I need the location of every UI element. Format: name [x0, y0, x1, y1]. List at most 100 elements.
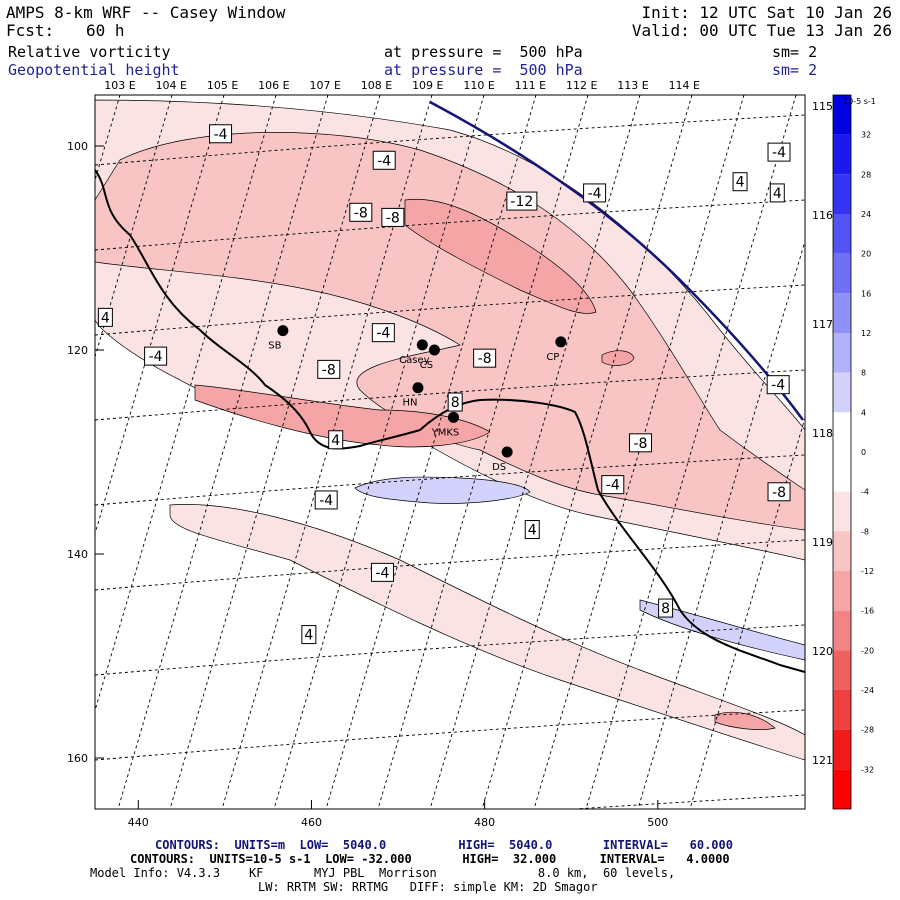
colorbar-tick-label: -32 — [861, 765, 874, 774]
meridian-line — [169, 95, 381, 809]
station-marker — [501, 446, 513, 458]
contour-label-box — [473, 348, 497, 368]
colorbar-swatch — [833, 293, 851, 333]
station-label: CP — [546, 352, 559, 363]
colorbar-unit: 10-5 s-1 — [843, 97, 876, 106]
colorbar-swatch — [833, 214, 851, 254]
contour-label-box — [601, 475, 625, 495]
contour-label: 4 — [736, 175, 745, 191]
colorbar-swatch — [833, 452, 851, 492]
contour-label: -4 — [319, 493, 333, 509]
contour-label-box — [767, 482, 791, 502]
vorticity-band-minus4-south — [169, 504, 805, 761]
contour-labels: -4 -4 -4 -4 4 4 -8 -8 -12 4 -4 -4 -8 -8 8 4 -8 -4 -4 -8 -4 4 -… — [97, 124, 791, 645]
contour-label: -8 — [386, 210, 400, 226]
contour-label: -4 — [606, 478, 620, 494]
longitude-label: 111 E — [515, 79, 546, 92]
geopotential-height-contour — [429, 100, 805, 421]
meridian-line — [585, 95, 797, 809]
colorbar-swatch — [833, 531, 851, 571]
contour-label: -4 — [214, 127, 228, 143]
colorbar-tick-label: -12 — [861, 567, 874, 576]
contour-label: 4 — [773, 186, 782, 202]
contour-label-box — [371, 323, 395, 343]
field2-smoothing: sm= 2 — [772, 61, 818, 79]
colorbar-swatch — [833, 610, 851, 651]
longitude-label: 107 E — [309, 79, 340, 92]
contour-label-box — [628, 433, 652, 453]
meridian-line — [325, 95, 537, 809]
contour-label: -4 — [772, 145, 786, 161]
station-marker — [447, 411, 459, 423]
station-marker — [416, 339, 428, 351]
colorbar-swatch — [833, 650, 851, 690]
x-tick-label: 480 — [474, 816, 495, 829]
station-marker — [277, 325, 289, 337]
longitude-label: 110 E — [463, 79, 494, 92]
plot-frame — [94, 94, 806, 810]
colorbar-tick-label: -28 — [861, 726, 874, 735]
meridian-line — [221, 95, 433, 809]
colorbar-tick-label: 20 — [861, 250, 871, 259]
contour-label: 4 — [304, 628, 313, 644]
vorticity-positive-patch — [354, 476, 531, 504]
contour-label-box — [767, 142, 791, 162]
parallel-line — [95, 624, 805, 676]
contour-label-box — [583, 183, 607, 203]
contour-label-box — [524, 520, 540, 540]
contour-label: -8 — [322, 362, 336, 378]
meridian-line — [481, 95, 693, 809]
contour-label: 4 — [331, 433, 340, 449]
init-time: Init: 12 UTC Sat 10 Jan 26 — [641, 3, 892, 22]
station-label: CS — [420, 360, 433, 371]
colorbar-tick-label: 4 — [861, 408, 866, 417]
contour-label: -4 — [376, 326, 390, 342]
longitude-label: 113 E — [617, 79, 648, 92]
parallel-line — [95, 539, 805, 591]
contour-label-box — [372, 150, 396, 170]
contour-label: -4 — [771, 378, 785, 394]
contour-label-box — [381, 207, 405, 227]
colorbar-swatch — [833, 95, 851, 135]
contour-label: -8 — [354, 205, 368, 221]
longitude-labels-top: 103 E 104 E 105 E 106 E 107 E 108 E 109 E 110 E… — [104, 79, 700, 92]
contour-label: 8 — [661, 601, 670, 617]
colorbar-legend: 32 28 24 20 16 12 8 4 0 -4 -8 -12 -16 -20 -24 -28 -32 — [832, 94, 874, 810]
longitude-label: 108 E — [361, 79, 392, 92]
contour-label-box — [314, 490, 338, 510]
meridian-line — [95, 95, 225, 536]
colorbar-tick-label: -4 — [861, 488, 869, 497]
valid-time: Valid: 00 UTC Tue 13 Jan 26 — [631, 21, 892, 40]
longitude-label: 105 E — [207, 79, 238, 92]
x-tick-label: 500 — [647, 816, 668, 829]
colorbar-tick-label: -20 — [861, 646, 874, 655]
contour-label-box — [769, 183, 785, 203]
colorbar-frame — [832, 94, 852, 810]
y-tick-label: 100 — [67, 140, 88, 153]
vorticity-core-minus12 — [404, 198, 597, 314]
colorbar-tick-label: -24 — [861, 686, 874, 695]
contour-label: -12 — [510, 194, 533, 210]
footer-model-info: Model Info: V4.3.3 KF MYJ PBL Morrison 8… — [90, 866, 676, 880]
contour-label-box — [447, 392, 463, 412]
colorbar-tick-label: 16 — [861, 289, 871, 298]
colorbar-tick-label: 12 — [861, 329, 871, 338]
forecast-hours: 60 h — [86, 21, 125, 40]
colorbar-swatch — [833, 372, 851, 413]
contour-label: -8 — [478, 351, 492, 367]
footer-contours-height: CONTOURS: UNITS=m LOW= 5040.0 HIGH= 5040… — [155, 838, 733, 852]
contour-label-box — [732, 172, 748, 192]
shaded-fields — [95, 95, 805, 809]
forecast-label: Fcst: — [6, 21, 55, 40]
colorbar-swatch — [833, 690, 851, 730]
footer-contours-vorticity: CONTOURS: UNITS=10-5 s-1 LOW= -32.000 HI… — [130, 852, 730, 866]
x-tick-label: 440 — [128, 816, 149, 829]
colorbar-tick-label: 28 — [861, 170, 871, 179]
field2-name: Geopotential height — [8, 61, 180, 79]
contour-label: -4 — [377, 153, 391, 169]
contour-label: -4 — [588, 186, 602, 202]
parallel-line — [95, 284, 805, 336]
longitude-label: 109 E — [412, 79, 443, 92]
